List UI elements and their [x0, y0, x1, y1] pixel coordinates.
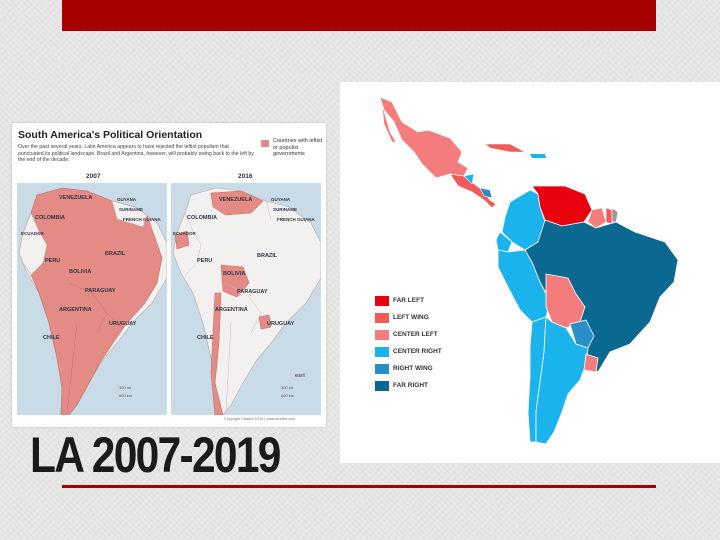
label-french-guiana: FRENCH GUIANA [277, 217, 315, 222]
label-french-guiana: FRENCH GUIANA [123, 217, 161, 222]
copyright: Copyright Stratfor 2016 | www.stratfor.c… [224, 417, 296, 421]
label-ecuador: ECUADOR [21, 231, 44, 236]
legend-swatch [375, 347, 389, 357]
political-orientation-map: FAR LEFT LEFT WING CENTER LEFT CENTER RI… [340, 82, 720, 463]
label-peru: PERU [197, 258, 213, 264]
infographic-description: Over the past several years, Latin Ameri… [18, 144, 254, 163]
map-2007: VENEZUELA GUYANA SURINAME FRENCH GUIANA … [17, 183, 167, 415]
label-uruguay: URUGUAY [267, 321, 295, 327]
slide-title: LA 2007-2019 [30, 427, 281, 483]
label-colombia: COLOMBIA [187, 215, 217, 221]
map-year-2016: 2016 [238, 173, 253, 180]
country-cuba [484, 143, 526, 153]
country-brazil [524, 219, 679, 373]
legend-label: CENTER LEFT [393, 331, 438, 338]
label-ecuador: ECUADOR [173, 231, 196, 236]
label-colombia: COLOMBIA [35, 215, 65, 221]
label-chile: CHILE [197, 335, 214, 341]
infographic-title: South America's Political Orientation [18, 129, 203, 141]
label-suriname: SURINAME [119, 207, 144, 212]
legend-swatch [261, 140, 269, 147]
bottom-accent-line [62, 485, 656, 488]
legend-swatch [375, 381, 389, 391]
legend-label: RIGHT WING [393, 365, 433, 372]
country-paraguay [569, 319, 595, 349]
label-guyana: GUYANA [117, 197, 137, 202]
legend-label: Countries with leftist or populist gover… [273, 138, 323, 157]
legend-swatch [375, 296, 389, 306]
scale-km: 600 km [281, 393, 295, 398]
label-argentina: ARGENTINA [215, 307, 248, 313]
legend-label: FAR LEFT [393, 297, 425, 304]
label-brazil: BRAZIL [105, 251, 126, 257]
map-year-2007: 2007 [86, 173, 101, 180]
label-bolivia: BOLIVIA [69, 269, 92, 275]
label-paraguay: PARAGUAY [85, 288, 116, 294]
country-argentina [535, 316, 589, 445]
label-guyana: GUYANA [271, 197, 291, 202]
label-venezuela: VENEZUELA [59, 195, 93, 201]
map-2016: VENEZUELA GUYANA SURINAME FRENCH GUIANA … [171, 183, 321, 415]
scale-km: 600 km [119, 393, 133, 398]
legend-label: FAR RIGHT [393, 382, 429, 389]
label-argentina: ARGENTINA [59, 307, 92, 313]
country-mexico [379, 96, 469, 179]
scale-mi: 300 mi [119, 385, 132, 390]
top-accent-bar [62, 0, 656, 31]
country-uruguay [583, 353, 599, 373]
label-bolivia: BOLIVIA [223, 271, 246, 277]
legend-swatch [375, 330, 389, 340]
scale-mi: 300 mi [281, 385, 294, 390]
stratfor-infographic: South America's Political Orientation Ov… [12, 123, 326, 427]
label-uruguay: URUGUAY [109, 321, 137, 327]
legend-swatch [375, 364, 389, 374]
esri-logo: esri [295, 373, 305, 379]
legend-swatch [375, 313, 389, 323]
legend-label: LEFT WING [393, 314, 429, 321]
label-paraguay: PARAGUAY [237, 289, 268, 295]
label-brazil: BRAZIL [257, 253, 278, 259]
label-peru: PERU [45, 258, 61, 264]
label-venezuela: VENEZUELA [219, 197, 253, 203]
label-suriname: SURINAME [273, 207, 298, 212]
legend-label: CENTER RIGHT [393, 348, 442, 355]
label-chile: CHILE [43, 335, 60, 341]
